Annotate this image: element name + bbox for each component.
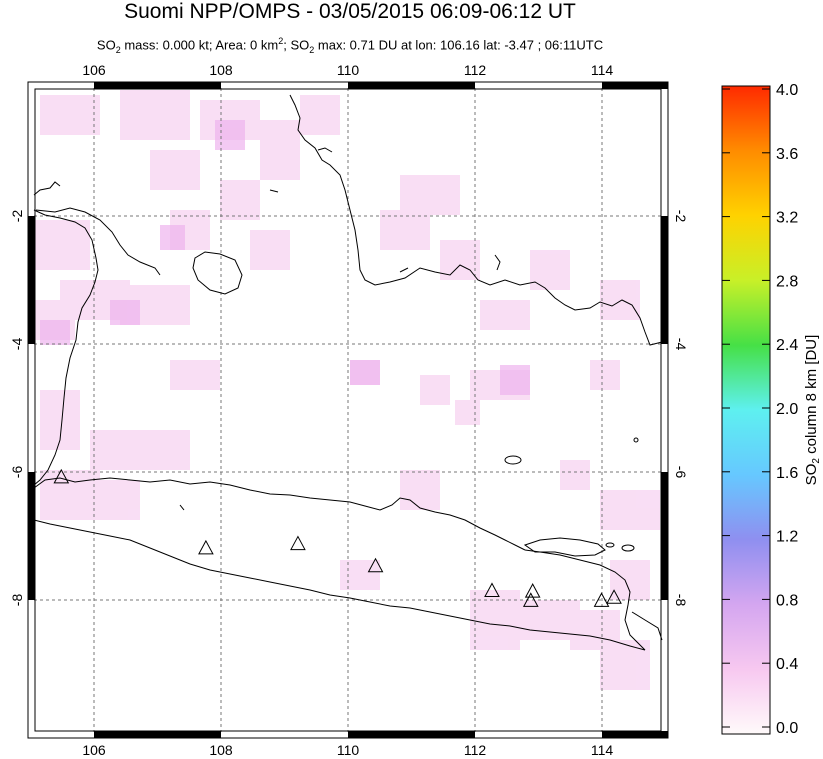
so2-pixel-layer-strong <box>40 120 530 395</box>
colorbar-ticks: 4.0 3.6 3.2 2.8 2.4 2.0 1.6 1.2 0.8 0.4 0.0 <box>722 82 798 737</box>
volcano-marker-4 <box>484 582 500 597</box>
subtitle-area-superscript: 2 <box>278 36 284 46</box>
coastline-sumatra <box>33 209 99 486</box>
lon-tick-top-108: 108 <box>209 62 233 78</box>
colorbar-tick-label-3: 2.8 <box>776 273 798 290</box>
colorbar-tick-label-6: 1.6 <box>776 465 798 482</box>
subtitle-so2-subscript-2: 2 <box>309 44 315 55</box>
colorbar <box>721 85 771 735</box>
volcano-marker-5 <box>524 583 541 598</box>
lat-tick-left-2: -2 <box>9 210 25 223</box>
colorbar-tick-label-2: 3.2 <box>776 210 798 227</box>
subtitle-so2-label-2: ; SO <box>283 37 310 53</box>
lat-tick-right-8: -8 <box>673 594 689 607</box>
coastline-belitung <box>192 251 243 295</box>
so2-pixel-layer <box>30 90 660 690</box>
lon-tick-top-112: 112 <box>464 62 487 78</box>
colorbar-tick-label-4: 2.4 <box>776 337 798 354</box>
lat-tick-left-6: -6 <box>9 466 25 479</box>
colorbar-label: SO2 column 8 km [DU] <box>803 335 822 486</box>
lon-tick-top-110: 110 <box>337 62 360 78</box>
lon-tick-bottom-108: 108 <box>209 742 233 758</box>
volcano-marker-1 <box>198 539 214 555</box>
colorbar-tick-label-5: 2.0 <box>776 401 798 418</box>
lat-tick-right-2: -2 <box>673 210 689 223</box>
map-subtitle: SO2 mass: 0.000 kt; Area: 0 km2; SO2 max… <box>0 36 700 55</box>
colorbar-tick-label-8: 0.8 <box>776 592 798 609</box>
subtitle-so2-label: SO <box>96 37 116 53</box>
lat-tick-labels: -2 -4 -6 -8 -2 -4 -6 -8 <box>9 210 689 607</box>
coastline-java-south <box>33 519 646 651</box>
lat-tick-right-6: -6 <box>673 466 689 479</box>
lon-tick-labels: 106 108 110 112 114 106 108 110 112 114 <box>82 62 613 758</box>
lon-tick-bottom-112: 112 <box>464 742 487 758</box>
lon-tick-top-106: 106 <box>82 62 106 78</box>
coastline-bali <box>631 611 663 641</box>
volcano-marker-0 <box>53 468 70 484</box>
volcano-markers <box>53 468 622 607</box>
coastline-madura <box>523 537 606 557</box>
lat-tick-right-4: -4 <box>673 338 689 351</box>
coastlines <box>33 94 663 651</box>
lon-tick-bottom-114: 114 <box>591 742 614 758</box>
colorbar-tick-label-9: 0.4 <box>776 656 798 673</box>
volcano-marker-6 <box>522 592 539 607</box>
colorbar-tick-label-10: 0.0 <box>776 720 798 737</box>
lat-tick-left-4: -4 <box>9 338 25 351</box>
volcano-marker-7 <box>593 592 610 607</box>
map-title: Suomi NPP/OMPS - 03/05/2015 06:09-06:12 … <box>124 0 576 23</box>
subtitle-so2-subscript: 2 <box>115 44 121 55</box>
lon-tick-top-114: 114 <box>591 62 614 78</box>
colorbar-tick-label-0: 4.0 <box>776 82 798 99</box>
lon-tick-bottom-110: 110 <box>337 742 360 758</box>
frame-border-bars <box>28 82 668 738</box>
subtitle-mass-area: mass: 0.000 kt; Area: 0 km <box>120 37 279 53</box>
graticule <box>34 88 662 732</box>
volcano-marker-8 <box>606 589 622 604</box>
colorbar-tick-label-7: 1.2 <box>776 529 798 546</box>
lon-tick-bottom-106: 106 <box>82 742 106 758</box>
subtitle-max-info: max: 0.71 DU at lon: 106.16 lat: -3.47 ;… <box>314 37 604 53</box>
volcano-marker-2 <box>290 535 306 551</box>
colorbar-tick-label-1: 3.6 <box>776 146 798 163</box>
volcano-marker-3 <box>367 557 384 573</box>
coastline-java-north <box>33 477 526 551</box>
lat-tick-left-8: -8 <box>9 594 25 607</box>
coastline-borneo <box>289 94 663 346</box>
